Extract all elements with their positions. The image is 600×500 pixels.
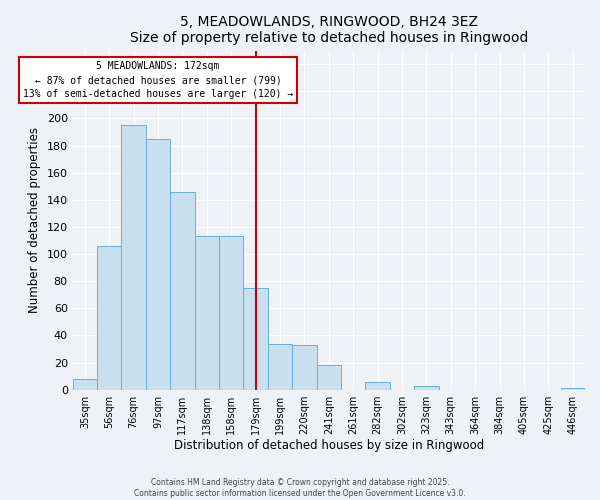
Y-axis label: Number of detached properties: Number of detached properties	[28, 127, 41, 313]
Text: Contains HM Land Registry data © Crown copyright and database right 2025.
Contai: Contains HM Land Registry data © Crown c…	[134, 478, 466, 498]
Bar	[317, 366, 341, 390]
Bar	[73, 379, 97, 390]
Bar	[170, 192, 194, 390]
Bar	[219, 236, 244, 390]
Bar	[560, 388, 585, 390]
Bar	[244, 288, 268, 390]
Title: 5, MEADOWLANDS, RINGWOOD, BH24 3EZ
Size of property relative to detached houses : 5, MEADOWLANDS, RINGWOOD, BH24 3EZ Size …	[130, 15, 528, 45]
Bar	[121, 125, 146, 390]
Text: 5 MEADOWLANDS: 172sqm
← 87% of detached houses are smaller (799)
13% of semi-det: 5 MEADOWLANDS: 172sqm ← 87% of detached …	[23, 62, 293, 100]
Bar	[365, 382, 390, 390]
X-axis label: Distribution of detached houses by size in Ringwood: Distribution of detached houses by size …	[173, 440, 484, 452]
Bar	[194, 236, 219, 390]
Bar	[268, 344, 292, 390]
Bar	[292, 345, 317, 390]
Bar	[146, 138, 170, 390]
Bar	[414, 386, 439, 390]
Bar	[97, 246, 121, 390]
